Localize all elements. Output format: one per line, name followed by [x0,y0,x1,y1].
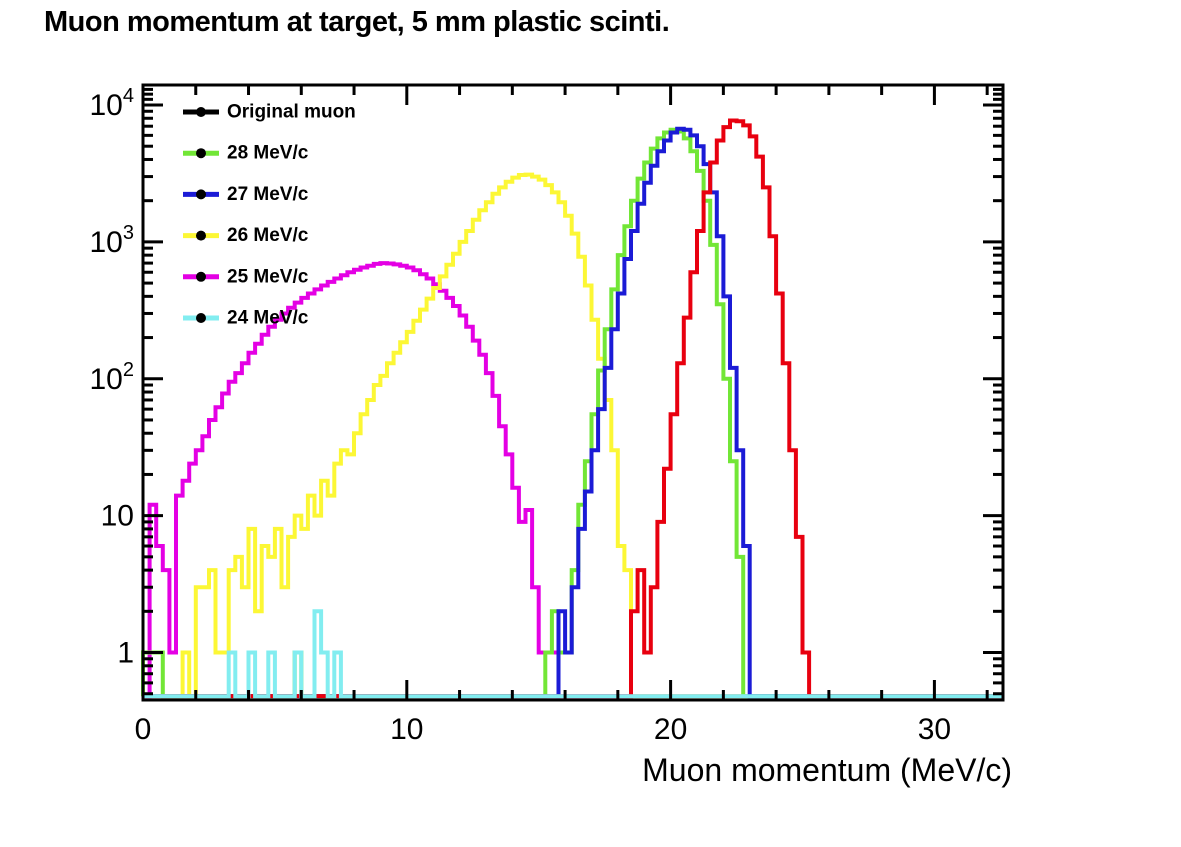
x-tick-label: 20 [654,713,687,746]
y-tick-label: 104 [90,85,135,122]
legend-entry-28-mev-c: 28 MeV/c [183,143,309,164]
y-tick-label: 102 [90,359,135,396]
y-tick-label: 1 [117,637,134,670]
legend-label: 28 MeV/c [227,143,309,164]
legend-entry-25-mev-c: 25 MeV/c [183,266,309,287]
legend-marker-dot [196,271,206,282]
legend-label: 25 MeV/c [227,266,309,287]
plot-title: Muon momentum at target, 5 mm plastic sc… [44,6,670,38]
series-group [141,118,1003,699]
legend-marker-dot [196,230,206,241]
x-axis-title: Muon momentum (MeV/c) [642,752,1012,788]
y-tick-label: 103 [90,222,135,259]
series-26-mev-c [142,172,1003,699]
y-axis: 1 10 102 103 104 [90,85,1003,696]
legend: Original muon 28 MeV/c 27 MeV/c 26 MeV/c 25 … [183,102,356,329]
x-tick-label: 30 [918,713,951,746]
legend-entry-original-muon: Original muon [183,102,356,123]
legend-marker-dot [196,189,206,200]
legend-marker-dot [196,107,206,117]
series-original-muon [142,118,1003,699]
legend-entry-26-mev-c: 26 MeV/c [183,225,309,246]
x-tick-label: 0 [135,713,152,746]
series-27-mev-c [142,126,1003,699]
legend-marker-dot [196,148,206,159]
legend-label: Original muon [227,102,356,123]
x-axis: 0 10 20 30 Muon momentum (MeV/c) [135,85,1012,788]
x-tick-label: 10 [390,713,423,746]
series-24-mev-c [142,609,1003,699]
series-25-mev-c [142,261,1003,699]
legend-entry-27-mev-c: 27 MeV/c [183,184,309,205]
legend-label: 27 MeV/c [227,184,309,205]
legend-label: 26 MeV/c [227,225,309,246]
legend-marker-dot [196,313,206,323]
y-tick-label: 10 [101,500,134,533]
series-28-mev-c [141,127,1003,699]
legend-label: 24 MeV/c [227,308,309,329]
legend-entry-24-mev-c: 24 MeV/c [183,308,309,329]
